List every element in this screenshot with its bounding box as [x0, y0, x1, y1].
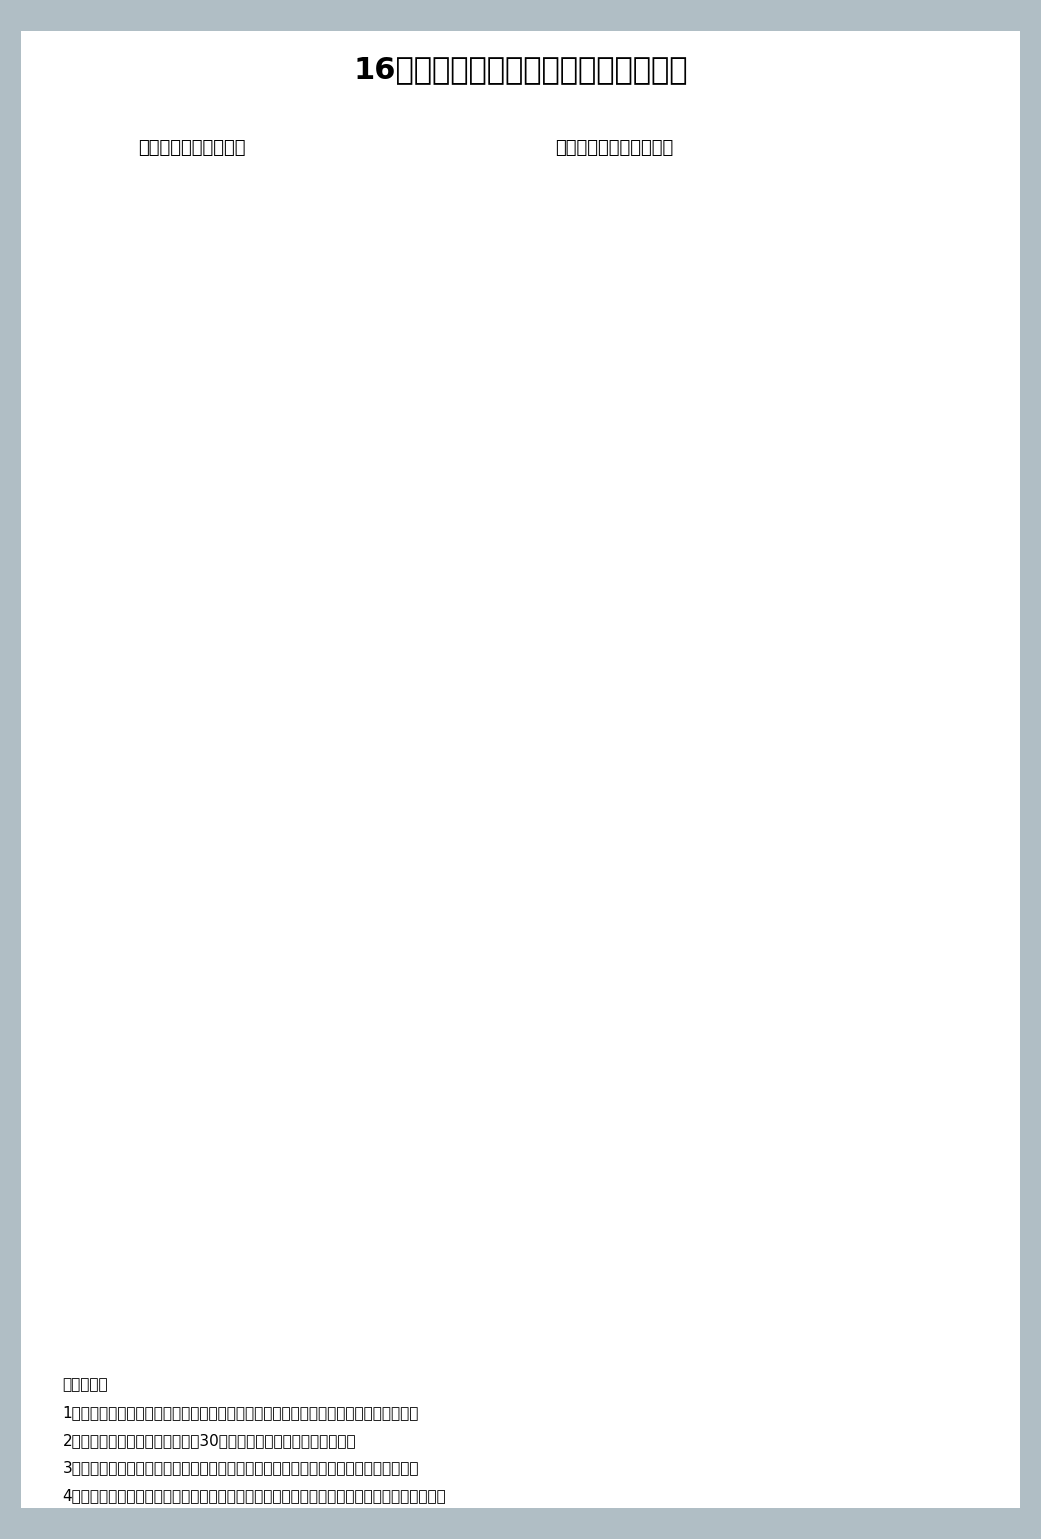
Bar — [291, 966, 849, 991]
Bar — [291, 1211, 696, 1234]
Bar — [291, 277, 676, 300]
Bar — [291, 566, 780, 589]
Bar — [291, 477, 550, 500]
Bar — [291, 900, 654, 923]
Bar — [291, 300, 793, 323]
Bar — [291, 1168, 793, 1191]
Bar — [291, 1277, 487, 1300]
Bar — [291, 1011, 584, 1034]
Bar — [291, 634, 696, 657]
Bar — [291, 409, 570, 432]
Text: 3、破坏力是指筋膜枪对肌肉的击打损伤概率和损伤程度，数值越低代表肌肉损伤率小。: 3、破坏力是指筋膜枪对肌肉的击打损伤概率和损伤程度，数值越低代表肌肉损伤率小。 — [62, 1461, 418, 1476]
Bar — [291, 700, 752, 723]
Bar — [291, 811, 536, 834]
Text: 16款筋膜枪综合性能与破坏力测评结果: 16款筋膜枪综合性能与破坏力测评结果 — [353, 55, 688, 83]
Bar — [291, 1300, 821, 1324]
Bar — [291, 343, 557, 366]
Bar — [291, 943, 640, 966]
Bar — [291, 500, 696, 523]
Bar — [291, 1077, 723, 1100]
Bar — [291, 1034, 752, 1057]
Bar — [291, 766, 808, 790]
Bar — [291, 877, 557, 900]
Bar — [291, 432, 731, 457]
Text: 2、综合性能通过道具实测，以及30位专业测评师主观体验打分得出。: 2、综合性能通过道具实测，以及30位专业测评师主观体验打分得出。 — [62, 1433, 356, 1448]
Text: 4、破坏力主要是通过主观体验打分，以及仿肌肉的持续按摩击打方式进行合理测试得出总分。: 4、破坏力主要是通过主观体验打分，以及仿肌肉的持续按摩击打方式进行合理测试得出总… — [62, 1488, 447, 1504]
Text: 1、综合性能代表推力、震频范围、震幅等综合体验较好，数值越高代表击打力度更好。: 1、综合性能代表推力、震频范围、震幅等综合体验较好，数值越高代表击打力度更好。 — [62, 1405, 418, 1420]
Text: 综合性能（数值大越好）: 综合性能（数值大越好） — [555, 139, 674, 157]
Bar — [291, 366, 710, 389]
Bar — [291, 609, 570, 634]
Bar — [291, 834, 676, 857]
Bar — [291, 1234, 821, 1257]
Bar — [291, 543, 619, 566]
Text: 破坏力（数值小越好）: 破坏力（数值小越好） — [138, 139, 246, 157]
Bar — [291, 677, 640, 700]
Bar — [291, 1143, 627, 1168]
Text: 数据说明：: 数据说明： — [62, 1377, 108, 1393]
Bar — [291, 1100, 863, 1123]
Bar — [291, 743, 640, 766]
